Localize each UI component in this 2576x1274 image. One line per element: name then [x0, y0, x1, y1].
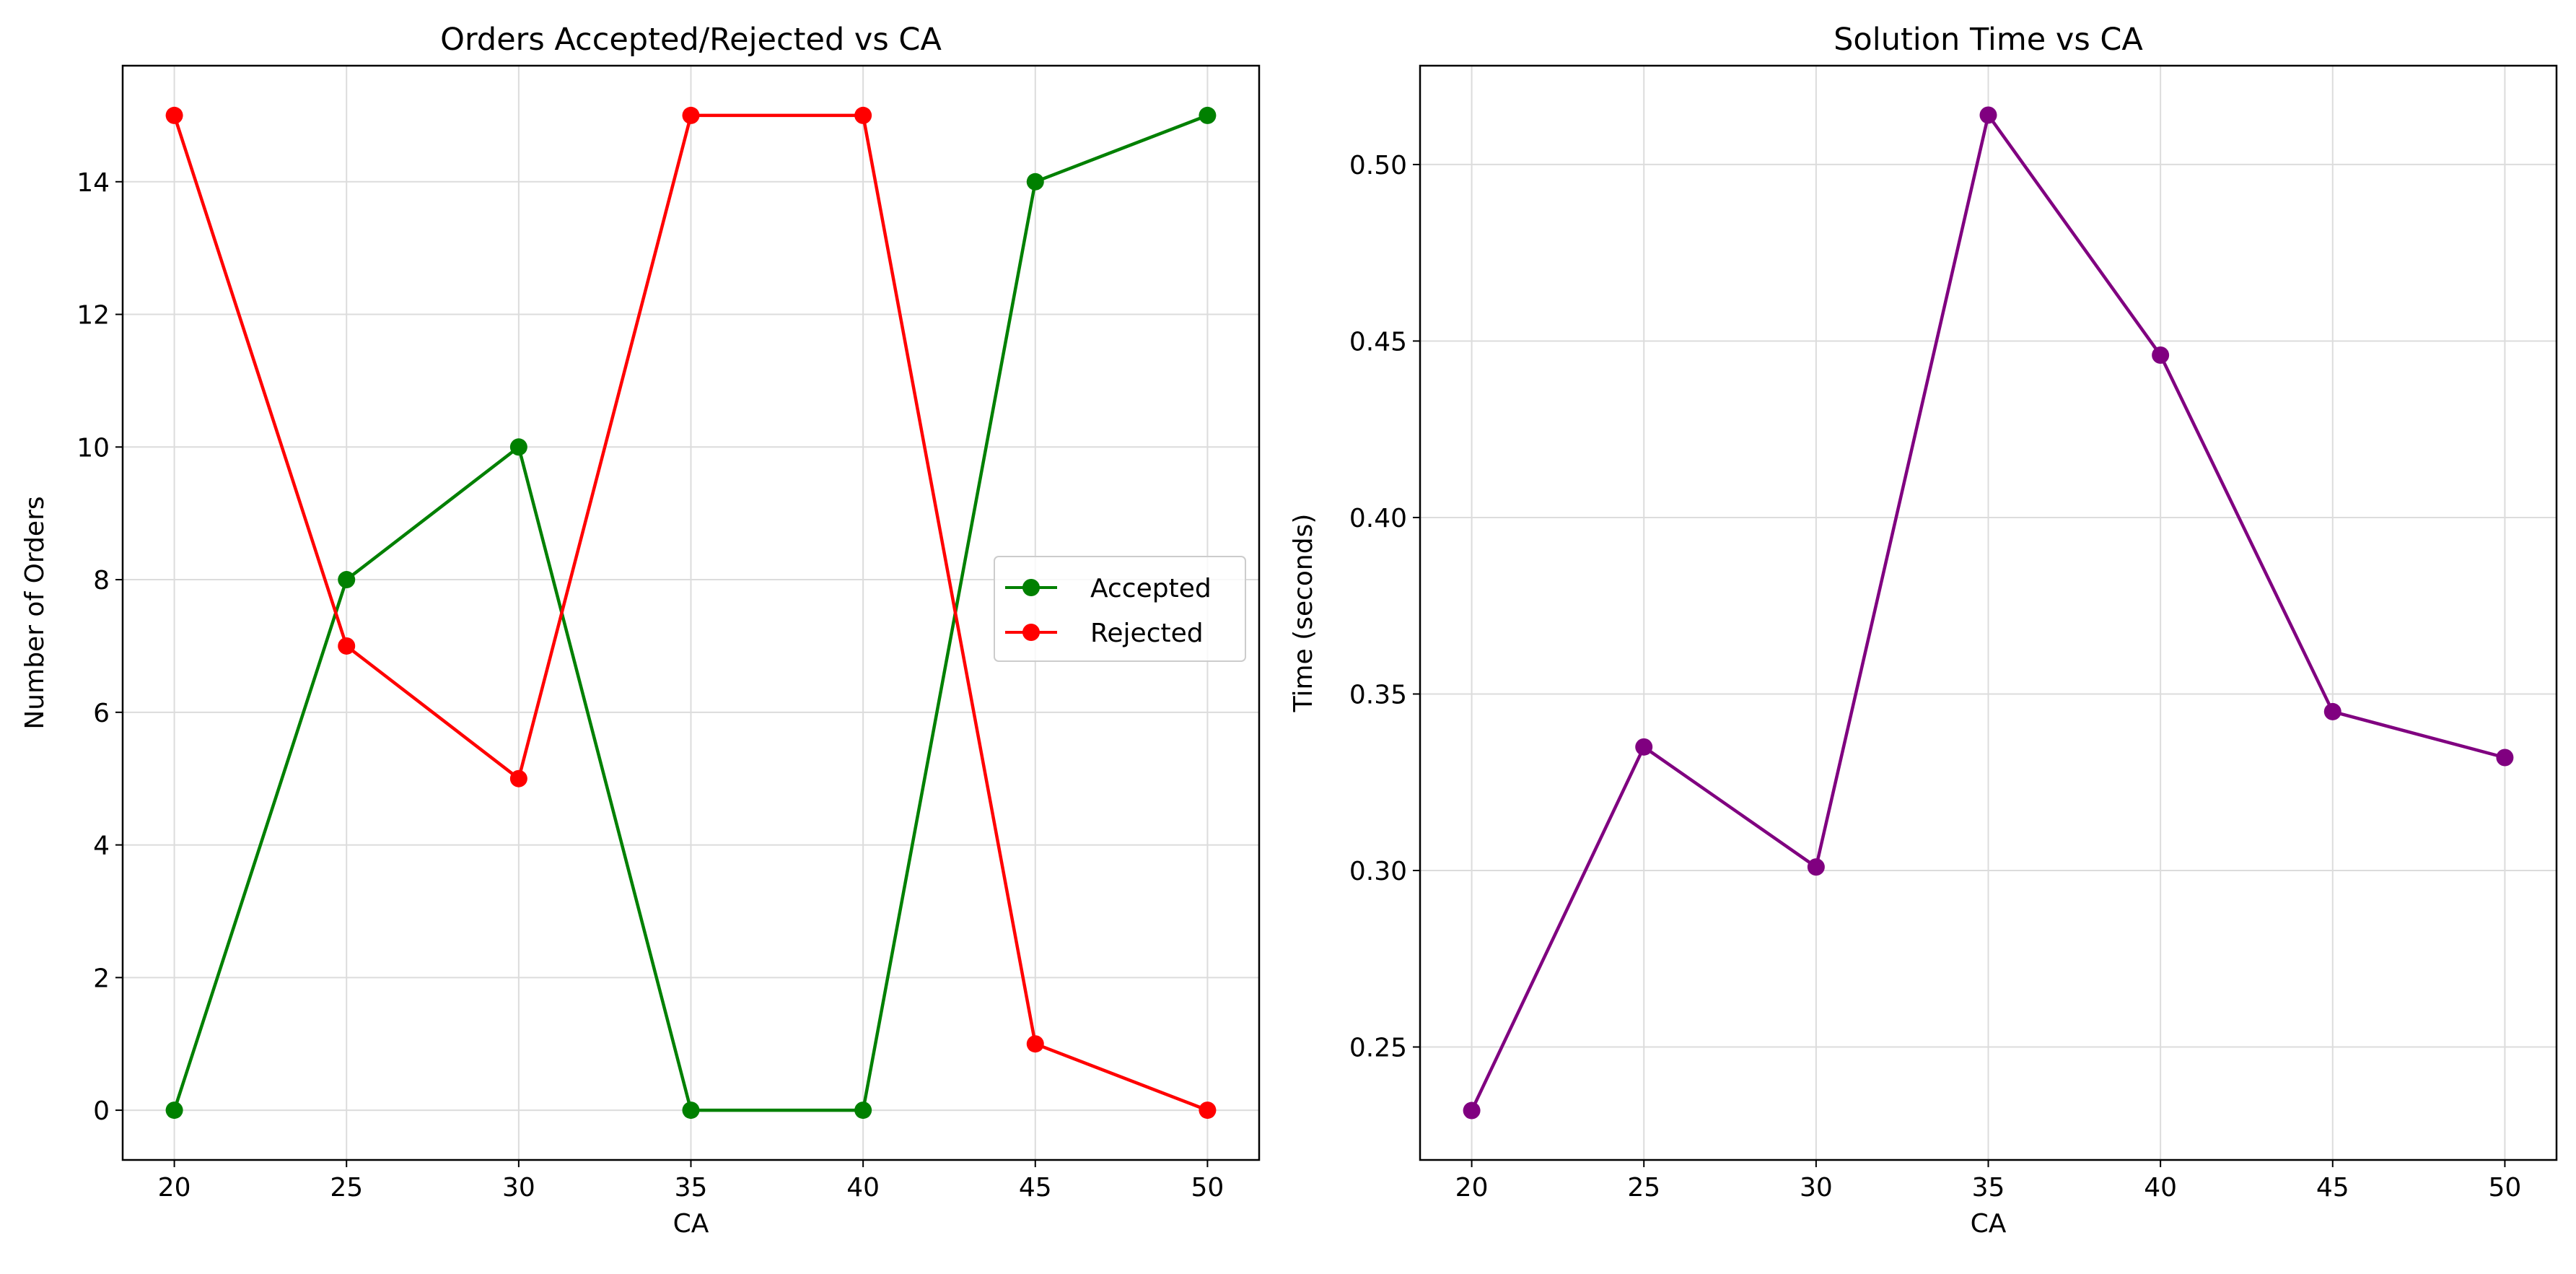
solution-time-y-tick-label: 0.25 [1349, 1034, 1407, 1063]
orders-y-ticks: 0 2 4 6 8 10 12 14 [76, 168, 123, 1126]
solution-time-time-point [1979, 106, 1997, 124]
legend-rejected-marker [1022, 624, 1040, 641]
orders-y-tick-label: 8 [93, 566, 110, 595]
solution-time-x-tick-label: 50 [2489, 1173, 2522, 1203]
solution-time-y-tick-label: 0.45 [1349, 327, 1407, 357]
solution-time-time-point [1463, 1101, 1481, 1120]
orders-x-tick-label: 35 [675, 1173, 708, 1203]
solution-time-plot-area [1463, 106, 2514, 1120]
solution-time-x-tick-label: 20 [1455, 1173, 1489, 1203]
solution-time-y-tick-label: 0.30 [1349, 857, 1407, 886]
orders-x-tick-label: 45 [1019, 1173, 1052, 1203]
orders-y-tick-label: 12 [76, 301, 110, 331]
solution-time-time-point [1807, 858, 1825, 876]
solution-time-y-ticks: 0.25 0.30 0.35 0.40 0.45 0.50 [1349, 151, 1420, 1063]
legend-accepted-label: Accepted [1090, 574, 1212, 603]
orders-x-tick-label: 50 [1191, 1173, 1225, 1203]
solution-time-y-tick-label: 0.40 [1349, 504, 1407, 533]
orders-rejected-point [1199, 1101, 1217, 1120]
legend-accepted-marker [1022, 579, 1040, 596]
solution-time-y-axis-label: Time (seconds) [1289, 514, 1318, 713]
orders-x-tick-label: 40 [846, 1173, 880, 1203]
solution-time-x-tick-label: 30 [1800, 1173, 1833, 1203]
orders-accepted-point [1199, 106, 1217, 124]
orders-legend: Accepted Rejected [994, 556, 1246, 662]
solution-time-time-point [1635, 738, 1653, 756]
solution-time-grid [1420, 66, 2557, 1160]
solution-time-x-ticks: 20 25 30 35 40 45 50 [1455, 1160, 2522, 1203]
orders-accepted-point [682, 1101, 700, 1120]
solution-time-time-point [2152, 346, 2170, 365]
solution-time-x-tick-label: 45 [2316, 1173, 2349, 1203]
orders-chart-title: Orders Accepted/Rejected vs CA [440, 22, 942, 58]
orders-rejected-point [682, 106, 700, 124]
legend-rejected-label: Rejected [1090, 619, 1204, 648]
orders-y-tick-label: 10 [76, 433, 110, 463]
orders-chart: 20 25 30 35 40 45 50 0 2 4 6 8 10 12 14 Orders Accept… [20, 22, 1261, 1239]
orders-y-axis-label: Number of Orders [20, 496, 50, 729]
orders-rejected-point [1026, 1035, 1044, 1053]
orders-y-tick-label: 0 [93, 1096, 110, 1126]
solution-time-y-tick-label: 0.35 [1349, 680, 1407, 710]
orders-accepted-point [854, 1101, 872, 1120]
orders-y-tick-label: 4 [93, 832, 110, 861]
solution-time-chart-title: Solution Time vs CA [1834, 22, 2143, 58]
solution-time-x-tick-label: 35 [1972, 1173, 2005, 1203]
solution-time-time-point [2323, 702, 2341, 720]
orders-accepted-point [338, 571, 356, 589]
orders-x-axis-label: CA [673, 1209, 709, 1239]
solution-time-x-axis-label: CA [1971, 1209, 2007, 1239]
legend-box [994, 556, 1246, 662]
orders-plot-area [165, 106, 1217, 1120]
solution-time-chart: 20 25 30 35 40 45 50 0.250.300.350.400.450.50 … [1289, 22, 2558, 1239]
orders-accepted-point [165, 1101, 183, 1120]
orders-x-tick-label: 30 [502, 1173, 535, 1203]
solution-time-x-tick-label: 25 [1627, 1173, 1660, 1203]
orders-accepted-point [509, 438, 527, 456]
solution-time-y-tick-label: 0.50 [1349, 151, 1407, 180]
orders-y-tick-label: 14 [76, 168, 110, 198]
orders-accepted-point [1026, 173, 1044, 191]
orders-x-ticks: 20 25 30 35 40 45 50 [158, 1160, 1225, 1203]
solution-time-time-point [2496, 749, 2514, 767]
orders-y-tick-label: 6 [93, 699, 110, 728]
orders-x-tick-label: 20 [158, 1173, 191, 1203]
orders-rejected-point [509, 769, 527, 787]
solution-time-x-tick-label: 40 [2144, 1173, 2177, 1203]
orders-rejected-point [165, 106, 183, 124]
orders-rejected-point [854, 106, 872, 124]
orders-x-tick-label: 25 [330, 1173, 363, 1203]
orders-rejected-point [338, 637, 356, 655]
orders-y-tick-label: 2 [93, 964, 110, 993]
